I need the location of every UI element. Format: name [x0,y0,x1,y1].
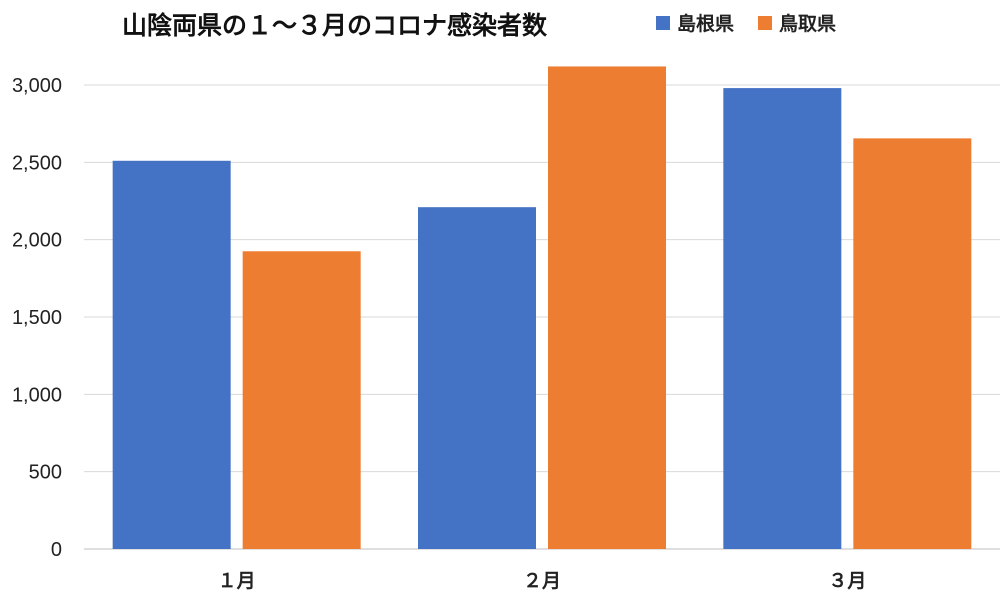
y-tick-label: 1,500 [12,307,62,329]
x-axis-ticks: １月 ２月 ３月 [218,570,867,592]
y-axis-ticks: 0 500 1,000 1,500 2,000 2,500 3,000 [12,75,62,561]
legend-label-shimane: 島根県 [677,13,735,35]
bar [418,207,536,550]
y-tick-label: 2,500 [12,152,62,174]
y-tick-label: 3,000 [12,75,62,97]
y-tick-label: 0 [51,539,62,561]
chart-legend: 島根県 鳥取県 [656,9,860,36]
bar [548,66,666,549]
x-tick-label: ２月 [523,570,561,592]
x-tick-label: ３月 [828,570,866,592]
gridlines [84,84,1000,550]
bar [723,88,842,550]
bar [242,251,361,549]
bar [853,138,972,550]
y-tick-label: 1,000 [12,384,62,406]
bar [112,160,231,549]
y-tick-label: 2,000 [12,230,62,252]
bars [112,66,972,550]
legend-item-shimane: 島根県 [656,9,734,36]
legend-item-tottori: 鳥取県 [758,9,836,36]
legend-label-tottori: 鳥取県 [779,13,837,35]
legend-swatch-shimane [656,15,670,30]
x-tick-label: １月 [218,570,256,592]
chart-title: 山陰両県の１～３月のコロナ感染者数 [122,11,548,40]
y-tick-label: 500 [29,462,62,484]
legend-swatch-tottori [758,15,773,30]
